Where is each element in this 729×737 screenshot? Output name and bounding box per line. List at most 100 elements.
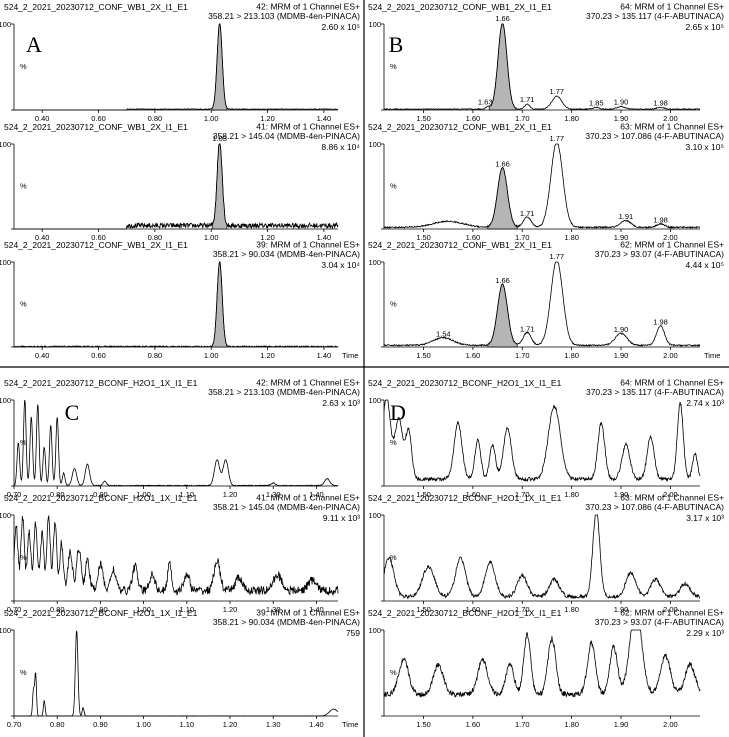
x-tick-label: 1.20 — [223, 720, 238, 729]
sample-file-name: 524_2_2021_20230712_BCONF_H2O1_1X_I1_E1 — [4, 608, 198, 618]
x-tick-label: 1.50 — [416, 114, 431, 123]
peak-rt-label: 1.90 — [614, 325, 629, 334]
x-tick-label: 1.40 — [317, 114, 332, 123]
x-tick-label: 1.70 — [515, 720, 530, 729]
peak-rt-label: 1.66 — [495, 160, 510, 169]
x-tick-label: 1.40 — [309, 720, 324, 729]
integrated-peak — [488, 23, 517, 111]
trace-b-3: 524_2_2021_20230712_CONF_WB1_2X_I1_E1 62:… — [368, 240, 724, 361]
x-tick-label: 0.70 — [7, 720, 22, 729]
peak-rt-label: 1.03 — [212, 134, 227, 143]
peak-rt-label: 1.71 — [520, 209, 535, 218]
mrm-transition: 370.23 > 93.07 (4-F-ABUTINACA) — [595, 617, 724, 627]
mrm-transition: 358.21 > 90.034 (MDMB-4en-PINACA) — [213, 249, 360, 259]
x-tick-label: 1.40 — [317, 233, 332, 242]
sample-file-name: 524_2_2021_20230712_BCONF_H2O1_1X_I1_E1 — [4, 493, 198, 503]
sample-file-name: 524_2_2021_20230712_BCONF_H2O1_1X_I1_E1 — [4, 378, 198, 388]
chromatogram-trace — [383, 399, 701, 483]
sample-file-name: 524_2_2021_20230712_CONF_WB1_2X_I1_E1 — [4, 2, 188, 12]
y-max-label: 100 — [368, 626, 381, 635]
y-axis-label: % — [20, 668, 27, 677]
y-max-label: 100 — [368, 396, 381, 405]
chromatogram-trace — [383, 143, 701, 230]
y-max-label: 100 — [0, 20, 11, 29]
x-tick-label: 1.80 — [564, 605, 579, 614]
x-tick-label: 2.00 — [663, 114, 678, 123]
chromatogram-trace — [13, 261, 339, 348]
y-max-label: 100 — [0, 511, 11, 520]
peak-rt-label: 1.66 — [495, 14, 510, 23]
x-tick-label: 1.70 — [515, 351, 530, 360]
sample-file-name: 524_2_2021_20230712_CONF_WB1_2X_I1_E1 — [368, 240, 552, 250]
x-tick-label: 1.00 — [136, 605, 151, 614]
y-axis-label: % — [390, 62, 397, 71]
x-tick-label: 0.90 — [93, 490, 108, 499]
x-tick-label: 1.90 — [614, 233, 629, 242]
panel-c: C524_2_2021_20230712_BCONF_H2O1_1X_I1_E1… — [0, 378, 360, 730]
peak-rt-label: 1.85 — [589, 98, 604, 107]
mrm-transition: 370.23 > 135.117 (4-F-ABUTINACA) — [586, 387, 724, 397]
mrm-function: 62: MRM of 1 Channel ES+ — [620, 608, 724, 618]
trace-c-1: 524_2_2021_20230712_BCONF_H2O1_1X_I1_E1 4… — [0, 378, 360, 500]
y-max-label: 100 — [368, 20, 381, 29]
mrm-transition: 358.21 > 145.04 (MDMB-4en-PINACA) — [213, 502, 360, 512]
chromatogram-trace — [14, 143, 339, 230]
peak-rt-label: 1.77 — [550, 252, 565, 261]
trace-a-1: 524_2_2021_20230712_CONF_WB1_2X_I1_E1 42:… — [0, 2, 360, 124]
time-axis-label: Time — [704, 351, 720, 360]
intensity-value: 2.60 x 10⁵ — [322, 22, 361, 32]
mrm-function: 64: MRM of 1 Channel ES+ — [620, 2, 724, 12]
sample-file-name: 524_2_2021_20230712_BCONF_H2O1_1X_I1_E1 — [368, 608, 562, 618]
x-tick-label: 1.70 — [515, 233, 530, 242]
x-tick-label: 1.20 — [260, 114, 275, 123]
mrm-transition: 358.21 > 90.034 (MDMB-4en-PINACA) — [213, 617, 360, 627]
x-tick-label: 1.30 — [266, 605, 281, 614]
x-tick-label: 1.00 — [204, 114, 219, 123]
x-tick-label: 1.70 — [515, 605, 530, 614]
mrm-function: 62: MRM of 1 Channel ES+ — [620, 240, 724, 250]
x-tick-label: 1.10 — [179, 605, 194, 614]
peak-rt-label: 1.90 — [614, 97, 629, 106]
x-tick-label: 2.00 — [663, 605, 678, 614]
y-axis-label: % — [390, 182, 397, 191]
chromatogram-trace — [13, 515, 339, 597]
x-tick-label: 1.50 — [416, 351, 431, 360]
x-tick-label: 0.80 — [148, 233, 163, 242]
y-max-label: 100 — [368, 140, 381, 149]
x-tick-label: 1.90 — [614, 490, 629, 499]
peak-rt-label: 1.71 — [520, 95, 535, 104]
trace-b-1: 524_2_2021_20230712_CONF_WB1_2X_I1_E1 64:… — [368, 2, 724, 124]
sample-file-name: 524_2_2021_20230712_CONF_WB1_2X_I1_E1 — [368, 122, 552, 132]
y-axis-label: % — [390, 300, 397, 309]
y-axis-label: % — [20, 62, 27, 71]
panel-d: D524_2_2021_20230712_BCONF_H2O1_1X_I1_E1… — [368, 378, 724, 730]
mrm-function: 42: MRM of 1 Channel ES+ — [256, 378, 360, 388]
x-tick-label: 1.80 — [564, 720, 579, 729]
x-tick-label: 1.50 — [416, 605, 431, 614]
y-axis-label: % — [20, 182, 27, 191]
x-tick-label: 1.70 — [515, 114, 530, 123]
chromatogram-trace — [383, 23, 701, 111]
x-tick-label: 1.20 — [260, 351, 275, 360]
x-tick-label: 1.00 — [204, 351, 219, 360]
panel-letter: C — [65, 400, 80, 425]
x-tick-label: 2.00 — [663, 351, 678, 360]
x-tick-label: 1.60 — [466, 490, 481, 499]
trace-c-2: 524_2_2021_20230712_BCONF_H2O1_1X_I1_E1 4… — [0, 493, 360, 615]
panel-a: A 524_2_2021_20230712_CONF_WB1_2X_I1_E1 42… — [0, 2, 360, 361]
intensity-value: 4.44 x 10⁵ — [686, 260, 725, 270]
intensity-value: 2.29 x 10³ — [686, 628, 724, 638]
x-tick-label: 1.30 — [266, 490, 281, 499]
x-tick-label: 1.80 — [564, 351, 579, 360]
mrm-function: 41: MRM of 1 Channel ES+ — [256, 493, 360, 503]
trace-a-3: 524_2_2021_20230712_CONF_WB1_2X_I1_E1 39:… — [0, 240, 360, 361]
panel-letter: D — [390, 400, 406, 425]
sample-file-name: 524_2_2021_20230712_CONF_WB1_2X_I1_E1 — [4, 240, 188, 250]
x-tick-label: 1.20 — [223, 490, 238, 499]
x-tick-label: 0.60 — [91, 233, 106, 242]
x-tick-label: 1.80 — [564, 233, 579, 242]
trace-d-1: 524_2_2021_20230712_BCONF_H2O1_1X_I1_E1 6… — [368, 378, 724, 500]
sample-file-name: 524_2_2021_20230712_CONF_WB1_2X_I1_E1 — [368, 2, 552, 12]
mrm-transition: 370.23 > 135.117 (4-F-ABUTINACA) — [586, 11, 724, 21]
